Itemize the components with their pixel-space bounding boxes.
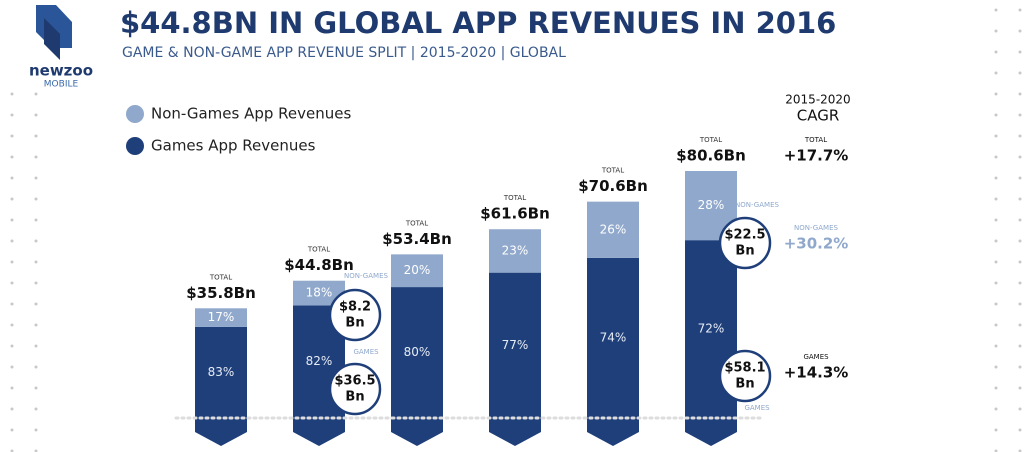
bar-segment — [195, 326, 247, 418]
segment-label: 17% — [208, 310, 235, 324]
bar-segment — [391, 287, 443, 418]
callout-text: Bn — [735, 377, 754, 392]
bar-segment — [587, 257, 639, 418]
dot-pattern — [0, 90, 50, 452]
total-caption: TOTAL — [699, 136, 722, 144]
callout-text: $22.5 — [724, 228, 765, 243]
segment-label: 26% — [600, 222, 627, 236]
total-label: $44.8Bn — [284, 256, 354, 274]
segment-label: 20% — [404, 263, 431, 277]
total-caption: TOTAL — [601, 167, 624, 175]
brand-name: newzoo — [29, 62, 93, 80]
callout-circle — [328, 288, 382, 342]
total-label: $70.6Bn — [578, 177, 648, 195]
segment-label: 77% — [502, 338, 529, 352]
segment-label: 72% — [698, 322, 725, 336]
cagr-label: NON-GAMES — [794, 224, 838, 232]
dot-pattern — [976, 0, 1024, 452]
legend-label: Games App Revenues — [151, 137, 316, 155]
cagr-value: +30.2% — [784, 235, 849, 253]
bar-foot — [489, 418, 541, 446]
bar-segment — [391, 254, 443, 288]
segment-label: 74% — [600, 330, 627, 344]
bar-foot — [685, 418, 737, 446]
total-caption: TOTAL — [405, 219, 428, 227]
bar-foot — [293, 418, 345, 446]
total-caption: TOTAL — [307, 246, 330, 254]
logo: newzoo MOBILE — [29, 5, 93, 90]
cagr-value: +17.7% — [784, 147, 849, 165]
legend-label: Non-Games App Revenues — [151, 105, 352, 123]
total-label: $35.8Bn — [186, 284, 256, 302]
legend-swatch — [126, 105, 144, 123]
callout-circle — [328, 362, 382, 416]
bar-segment — [489, 272, 541, 418]
chart-title: $44.8BN IN GLOBAL APP REVENUES IN 2016 — [120, 6, 836, 40]
callout-text: $36.5 — [334, 374, 375, 389]
brand-unit: MOBILE — [44, 80, 79, 90]
bar-foot — [587, 418, 639, 446]
segment-label: 82% — [306, 354, 333, 368]
bar-segment — [587, 201, 639, 258]
total-label: $80.6Bn — [676, 147, 746, 165]
cagr-label: TOTAL — [804, 136, 827, 144]
total-label: $61.6Bn — [480, 205, 550, 223]
segment-label: 23% — [502, 243, 529, 257]
callout-label: NON-GAMES — [735, 201, 779, 209]
cagr-label: GAMES — [803, 353, 829, 361]
bar-foot — [195, 418, 247, 446]
legend-swatch — [126, 137, 144, 155]
callout-text: $58.1 — [724, 361, 765, 376]
callout-circle — [718, 349, 772, 403]
callout-text: Bn — [345, 390, 364, 405]
bar-segment — [489, 229, 541, 273]
segment-label: 28% — [698, 198, 725, 212]
cagr-title: CAGR — [797, 107, 840, 125]
callout-label: NON-GAMES — [344, 272, 388, 280]
total-caption: TOTAL — [209, 273, 232, 281]
segment-label: 18% — [306, 286, 333, 300]
subtitle: GAME & NON-GAME APP REVENUE SPLIT | 2015… — [122, 45, 566, 61]
segment-label: 80% — [404, 345, 431, 359]
callout-circle — [718, 216, 772, 270]
total-caption: TOTAL — [503, 194, 526, 202]
callout-label: GAMES — [353, 348, 379, 356]
segment-label: 83% — [208, 365, 235, 379]
cagr-title: 2015-2020 — [785, 93, 850, 107]
bar-segment — [195, 308, 247, 327]
cagr-value: +14.3% — [784, 364, 849, 382]
callout-text: $8.2 — [339, 300, 371, 315]
callout-text: Bn — [735, 244, 754, 259]
bar-foot — [391, 418, 443, 446]
callout-text: Bn — [345, 316, 364, 331]
callout-label: GAMES — [744, 404, 770, 412]
total-label: $53.4Bn — [382, 230, 452, 248]
